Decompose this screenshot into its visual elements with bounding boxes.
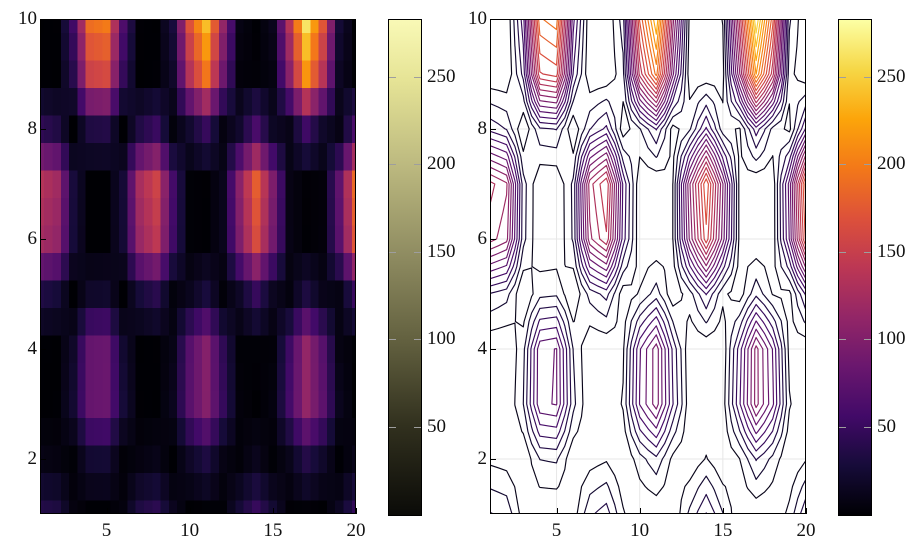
tick-mark [356, 508, 357, 514]
tick-mark [490, 459, 496, 460]
colorbar-tick-label: 100 [427, 328, 456, 350]
heatmap-y-tick-label: 2 [27, 448, 38, 469]
heatmap-x-tick-label: 10 [180, 520, 200, 541]
colorbar-tick-label: 250 [877, 65, 906, 87]
tick-mark [106, 508, 108, 514]
colorbar-tick-mark [864, 251, 871, 253]
heatmap-y-tick-label: 6 [27, 228, 38, 249]
colorbar-tick-mark [389, 251, 396, 253]
colorbar-tick-mark [864, 164, 871, 166]
colorbar-tick-mark [389, 164, 396, 166]
colorbar-tick-mark [839, 251, 846, 253]
colorbar-tick-label: 150 [877, 240, 906, 262]
tick-mark [40, 19, 46, 20]
heatmap-x-tick-label: 5 [101, 520, 112, 541]
tick-mark [639, 508, 641, 514]
colorbar-tick-mark [414, 76, 421, 78]
contour-y-tick-label: 4 [477, 338, 488, 359]
colorbar-tick-mark [839, 426, 846, 428]
heatmap-panel [40, 19, 356, 514]
colorbar-tick-mark [864, 426, 871, 428]
colorbar-tick-label: 150 [427, 240, 456, 262]
colorbar-tick-mark [839, 164, 846, 166]
colorbar-tick-mark [839, 76, 846, 78]
heatmap-y-tick-label: 4 [27, 338, 38, 359]
tick-mark [189, 508, 191, 514]
colorbar-tick-mark [389, 339, 396, 341]
colorbar-tick-label: 250 [427, 65, 456, 87]
heatmap-y-tick-label: 8 [27, 118, 38, 139]
colorbar-tick-mark [389, 426, 396, 428]
tick-mark [40, 349, 46, 350]
contour-y-tick-label: 10 [468, 8, 487, 29]
colorbar-tick-label: 100 [877, 328, 906, 350]
colorbar-tick-mark [864, 339, 871, 341]
heatmap-y-tick-label: 10 [18, 8, 37, 29]
tick-mark [40, 129, 46, 130]
colorbar-tick-mark [839, 339, 846, 341]
contour-x-tick-label: 10 [630, 520, 650, 541]
colorbar-tick-mark [414, 164, 421, 166]
tick-mark [40, 459, 46, 460]
tick-mark [490, 349, 496, 350]
contour-image [490, 19, 806, 514]
contour-x-tick-label: 20 [796, 520, 816, 541]
colorbar-tick-mark [414, 426, 421, 428]
contour-y-tick-label: 6 [477, 228, 488, 249]
contour-x-tick-label: 5 [551, 520, 562, 541]
tick-mark [556, 508, 558, 514]
contour-y-tick-label: 2 [477, 448, 488, 469]
contour-colorbar [838, 19, 872, 516]
tick-mark [272, 508, 274, 514]
heatmap-x-tick-label: 20 [346, 520, 366, 541]
colorbar-tick-label: 200 [877, 153, 906, 175]
contour-x-tick-label: 15 [713, 520, 733, 541]
contour-y-tick-label: 8 [477, 118, 488, 139]
heatmap-x-tick-label: 15 [263, 520, 283, 541]
colorbar-tick-label: 200 [427, 153, 456, 175]
colorbar-tick-mark [414, 251, 421, 253]
tick-mark [722, 508, 724, 514]
heatmap-image [40, 19, 356, 514]
colorbar-tick-mark [864, 76, 871, 78]
tick-mark [490, 19, 496, 20]
tick-mark [806, 508, 807, 514]
colorbar-tick-label: 50 [427, 415, 446, 437]
tick-mark [40, 239, 46, 240]
colorbar-tick-mark [414, 339, 421, 341]
tick-mark [490, 129, 496, 130]
tick-mark [490, 239, 496, 240]
contour-panel [490, 19, 806, 514]
colorbar-tick-mark [389, 76, 396, 78]
heatmap-colorbar [388, 19, 422, 516]
colorbar-tick-label: 50 [877, 415, 896, 437]
